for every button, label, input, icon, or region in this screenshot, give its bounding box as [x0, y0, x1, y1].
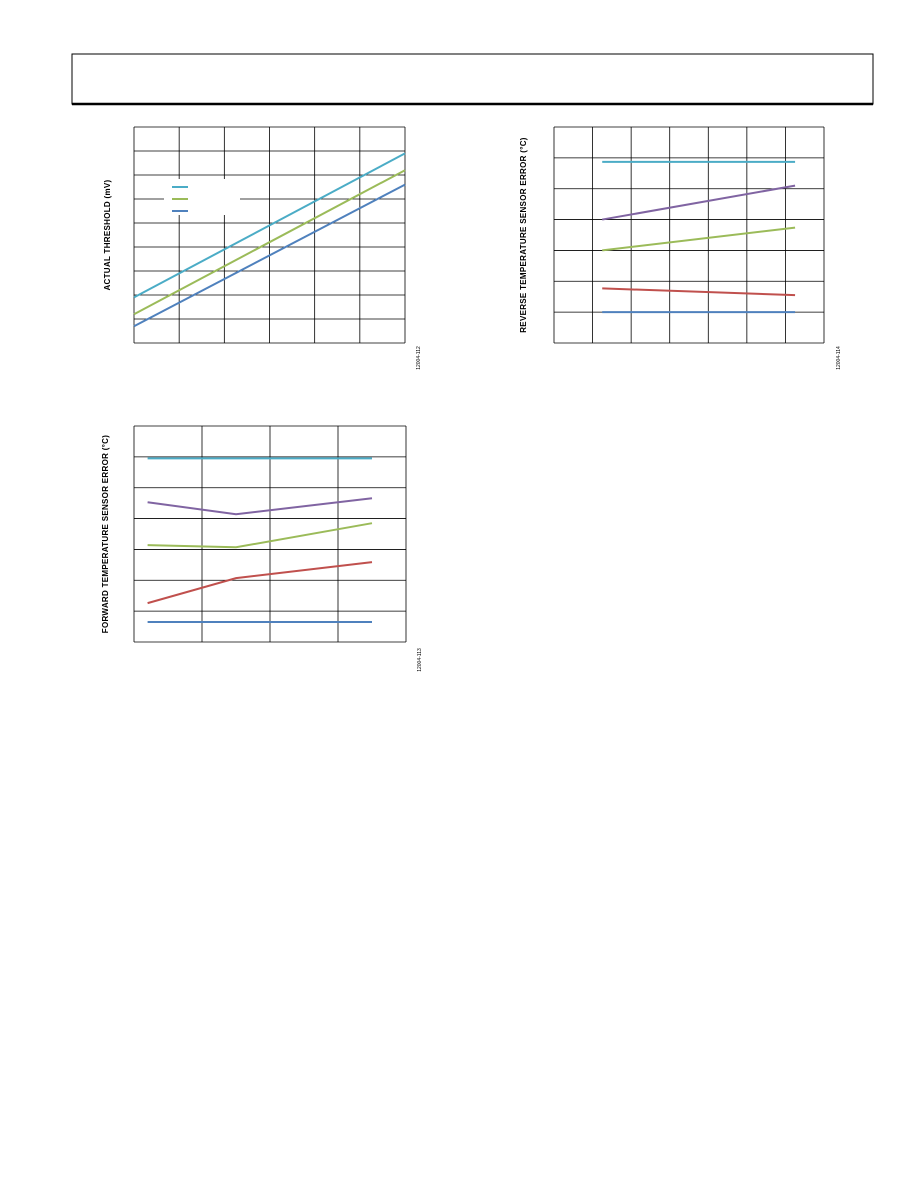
- series-line: [147, 497, 373, 516]
- series-line: [147, 561, 373, 605]
- y-axis-label: REVERSE TEMPERATURE SENSOR ERROR (°C): [519, 137, 528, 333]
- legend-box: [164, 179, 240, 215]
- figure-code: 12004-112: [416, 346, 422, 370]
- series-line: [133, 152, 406, 299]
- series-line: [133, 183, 406, 328]
- header-box: [71, 53, 874, 105]
- figure-code: 12004-113: [417, 648, 423, 672]
- series-line: [602, 226, 796, 252]
- series-line: [147, 522, 373, 549]
- series-line: [602, 184, 796, 221]
- y-axis-label: FORWARD TEMPERATURE SENSOR ERROR (°C): [101, 435, 110, 633]
- series-line: [602, 287, 796, 297]
- series-line: [133, 169, 406, 316]
- figure-code: 12004-114: [836, 346, 842, 370]
- y-axis-label: ACTUAL THRESHOLD (mV): [103, 179, 112, 290]
